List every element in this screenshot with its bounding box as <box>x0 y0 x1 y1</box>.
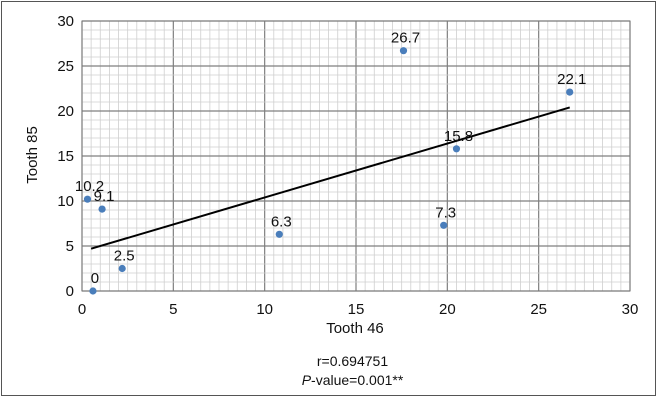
data-points <box>83 47 574 295</box>
data-point <box>98 205 106 213</box>
data-label: 2.5 <box>114 248 135 265</box>
data-label: 22.1 <box>557 71 586 88</box>
data-label: 10.2 <box>75 178 104 195</box>
data-label: 26.7 <box>391 30 420 47</box>
plot-area-border <box>81 20 631 292</box>
y-tick-label: 0 <box>66 283 74 300</box>
data-point <box>275 230 283 238</box>
x-tick-labels: 0 5 10 15 20 25 30 <box>78 301 639 318</box>
x-tick-label: 25 <box>530 301 547 318</box>
data-label: 9.1 <box>94 188 115 205</box>
x-tick-label: 30 <box>622 301 639 318</box>
y-tick-label: 25 <box>57 58 74 75</box>
p-value-text: P-value=0.001** <box>0 372 657 388</box>
data-label: 6.3 <box>271 213 292 230</box>
x-tick-label: 15 <box>348 301 365 318</box>
x-axis-label: Tooth 46 <box>326 320 384 337</box>
data-point <box>89 287 97 295</box>
data-point <box>440 221 448 229</box>
p-value: -value=0.001** <box>311 372 404 388</box>
data-label: 15.8 <box>444 128 473 145</box>
x-tick-label: 5 <box>169 301 177 318</box>
y-tick-label: 20 <box>57 103 74 120</box>
correlation-text: r=0.694751 <box>316 353 389 369</box>
data-point <box>399 47 408 55</box>
y-axis-label: Tooth 85 <box>24 126 41 184</box>
data-point <box>83 195 92 203</box>
data-point <box>118 264 126 273</box>
x-tick-label: 0 <box>78 301 86 318</box>
data-label: 7.3 <box>435 204 456 221</box>
data-labels: 0 2.5 10.29.1 6.3 26.7 7.3 15.8 22.1 <box>75 30 586 287</box>
y-tick-label: 5 <box>66 238 74 255</box>
x-tick-label: 10 <box>256 301 273 318</box>
data-point <box>452 145 461 153</box>
data-point <box>566 88 574 96</box>
y-tick-label: 30 <box>57 13 74 30</box>
data-label: 0 <box>91 270 99 287</box>
y-tick-labels: 0 5 10 15 20 25 30 <box>57 13 74 300</box>
y-tick-label: 15 <box>57 148 74 165</box>
grid-lines <box>81 20 631 292</box>
p-symbol: P <box>301 372 312 388</box>
x-tick-label: 20 <box>439 301 456 318</box>
y-tick-label: 10 <box>57 193 74 210</box>
trend-line <box>90 106 571 250</box>
